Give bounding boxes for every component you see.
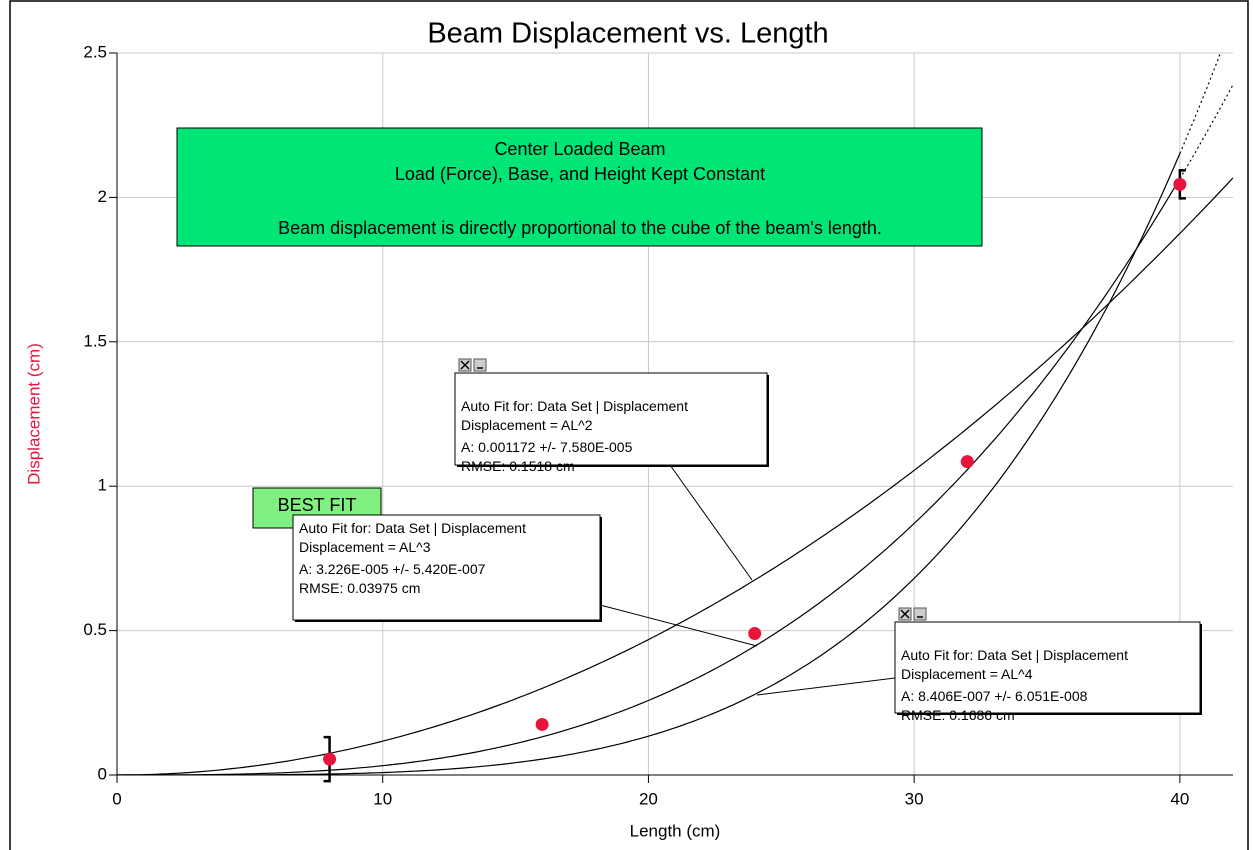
data-point xyxy=(535,717,549,731)
data-point xyxy=(748,626,762,640)
y-tick-label: 1.5 xyxy=(83,331,107,350)
y-tick-label: 1 xyxy=(98,476,107,495)
chart-title: Beam Displacement vs. Length xyxy=(427,18,828,50)
fit-equation: Displacement = AL^2 xyxy=(461,417,593,433)
y-tick-label: 2 xyxy=(98,187,107,206)
x-tick-label: 40 xyxy=(1170,789,1189,808)
data-point xyxy=(323,752,337,766)
overlay: Center Loaded Beam Load (Force), Base, an… xyxy=(176,127,1202,783)
y-tick-label: 2.5 xyxy=(83,42,107,61)
fit-curve xyxy=(117,177,1233,775)
fit-rmse: RMSE: 0.03975 cm xyxy=(299,580,420,596)
best-fit-label: BEST FIT xyxy=(278,495,357,515)
fit-parameter: A: 8.406E-007 +/- 6.051E-008 xyxy=(901,688,1088,704)
note-line: Load (Force), Base, and Height Kept Cons… xyxy=(395,164,765,184)
y-tick-label: 0.5 xyxy=(83,620,107,639)
frame xyxy=(9,0,1249,850)
fit-curve xyxy=(117,178,1181,775)
fit-box: Auto Fit for: Data Set | Displacement Dis… xyxy=(292,514,602,622)
fit-curve-extension xyxy=(1179,53,1222,154)
fit-box-frame xyxy=(292,514,601,621)
fit-curve xyxy=(117,153,1181,775)
fit-header: Auto Fit for: Data Set | Displacement xyxy=(461,398,688,414)
fit-equation: Displacement = AL^4 xyxy=(901,666,1033,682)
x-tick-label: 20 xyxy=(639,789,658,808)
fit-header: Auto Fit for: Data Set | Displacement xyxy=(299,520,526,536)
data-point xyxy=(960,455,974,469)
fit-parameter: A: 0.001172 +/- 7.580E-005 xyxy=(461,439,633,455)
fit-curves xyxy=(117,53,1233,775)
minimize-icon xyxy=(913,607,927,621)
fit-curve-extension xyxy=(1179,84,1233,179)
y-axis-label: Displacement (cm) xyxy=(24,343,43,485)
x-tick-label: 30 xyxy=(905,789,924,808)
x-tick-label: 0 xyxy=(112,789,121,808)
close-icon-x xyxy=(900,609,910,619)
fit-parameter: A: 3.226E-005 +/- 5.420E-007 xyxy=(299,561,486,577)
fit-box-frame xyxy=(454,372,768,466)
close-icon-x xyxy=(460,360,470,370)
note-line: Beam displacement is directly proportion… xyxy=(278,218,882,238)
x-tick-label: 10 xyxy=(373,789,392,808)
note-line: Center Loaded Beam xyxy=(494,139,665,159)
leader-line xyxy=(599,604,758,647)
x-axis-label: Length (cm) xyxy=(630,821,721,840)
fit-rmse: RMSE: 0.1686 cm xyxy=(901,707,1015,723)
note-box xyxy=(176,127,983,247)
minimize-icon xyxy=(473,358,487,372)
fit-box-frame xyxy=(894,621,1201,714)
fit-rmse: RMSE: 0.1518 cm xyxy=(461,458,575,474)
fit-header: Auto Fit for: Data Set | Displacement xyxy=(901,647,1128,663)
data-point xyxy=(1173,177,1187,191)
fit-box: Auto Fit for: Data Set | Displacement Dis… xyxy=(454,358,769,474)
y-tick-label: 0 xyxy=(98,764,107,783)
leader-line xyxy=(669,464,753,581)
leader-line xyxy=(756,677,896,696)
fit-equation: Displacement = AL^3 xyxy=(299,539,431,555)
fit-box: Auto Fit for: Data Set | Displacement Dis… xyxy=(894,607,1202,723)
